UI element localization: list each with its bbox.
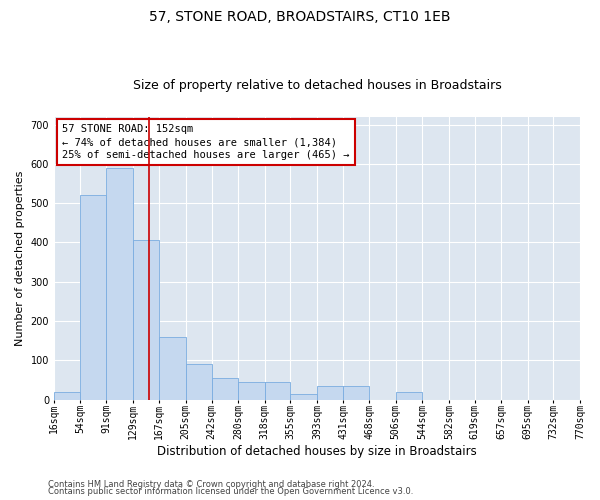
Bar xyxy=(54,392,80,400)
Title: Size of property relative to detached houses in Broadstairs: Size of property relative to detached ho… xyxy=(133,79,502,92)
Bar xyxy=(106,168,133,400)
Text: Contains HM Land Registry data © Crown copyright and database right 2024.: Contains HM Land Registry data © Crown c… xyxy=(48,480,374,489)
Text: Contains public sector information licensed under the Open Government Licence v3: Contains public sector information licen… xyxy=(48,488,413,496)
Bar xyxy=(290,394,317,400)
Bar xyxy=(317,386,343,400)
Bar xyxy=(343,386,369,400)
Bar xyxy=(159,336,186,400)
Bar xyxy=(186,364,212,400)
X-axis label: Distribution of detached houses by size in Broadstairs: Distribution of detached houses by size … xyxy=(157,444,477,458)
Bar xyxy=(238,382,265,400)
Text: 57, STONE ROAD, BROADSTAIRS, CT10 1EB: 57, STONE ROAD, BROADSTAIRS, CT10 1EB xyxy=(149,10,451,24)
Bar xyxy=(212,378,238,400)
Bar xyxy=(133,240,159,400)
Text: 57 STONE ROAD: 152sqm
← 74% of detached houses are smaller (1,384)
25% of semi-d: 57 STONE ROAD: 152sqm ← 74% of detached … xyxy=(62,124,349,160)
Bar xyxy=(80,196,106,400)
Bar xyxy=(265,382,290,400)
Bar xyxy=(396,392,422,400)
Y-axis label: Number of detached properties: Number of detached properties xyxy=(15,170,25,346)
